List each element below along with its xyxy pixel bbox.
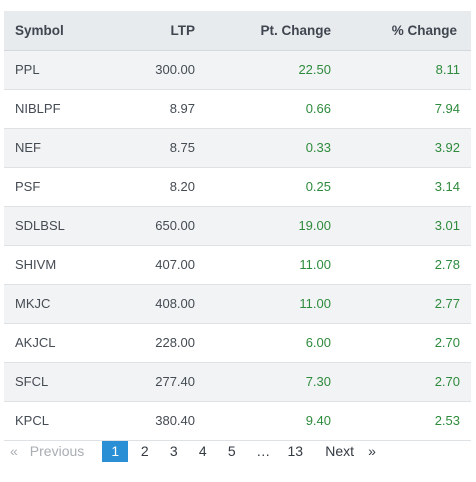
header-pt-change[interactable]: Pt. Change	[195, 11, 331, 51]
cell-symbol[interactable]: KPCL	[15, 413, 49, 428]
page-1-button[interactable]: 1	[102, 440, 129, 462]
cell-ltp: 407.00	[155, 257, 195, 272]
cell-pct-change: 2.78	[434, 257, 460, 272]
cell-ltp: 8.20	[169, 179, 195, 194]
cell-ltp: 8.97	[169, 101, 195, 116]
page-4-button[interactable]: 4	[198, 443, 207, 459]
cell-pt-change: 0.25	[305, 179, 331, 194]
header-symbol[interactable]: Symbol	[4, 11, 105, 51]
page-13-button[interactable]: 13	[287, 443, 304, 459]
table-body: PPL 300.00 22.50 8.11 NIBLPF 8.97 0.66 7.94 NEF 8…	[4, 50, 471, 440]
cell-pct-change: 2.77	[434, 296, 460, 311]
table-row[interactable]: SDLBSL 650.00 19.00 3.01	[4, 206, 471, 245]
table-row[interactable]: PSF 8.20 0.25 3.14	[4, 167, 471, 206]
cell-pt-change: 0.33	[305, 140, 331, 155]
cell-symbol[interactable]: SHIVM	[15, 257, 57, 272]
table-row[interactable]: SHIVM 407.00 11.00 2.78	[4, 245, 471, 284]
previous-button: « Previous	[10, 441, 84, 462]
header-ltp[interactable]: LTP	[105, 11, 195, 51]
gainers-table-container: Symbol LTP Pt. Change % Change PPL 300.00…	[4, 11, 471, 441]
cell-pt-change: 11.00	[299, 296, 331, 311]
cell-ltp: 8.75	[169, 140, 195, 155]
cell-symbol[interactable]: NEF	[15, 140, 41, 155]
cell-pct-change: 2.53	[434, 413, 460, 428]
next-arrow-icon: »	[368, 443, 376, 459]
cell-pt-change: 6.00	[305, 335, 331, 350]
cell-symbol[interactable]: SFCL	[15, 374, 49, 389]
cell-pt-change: 11.00	[299, 257, 331, 272]
cell-pt-change: 19.00	[298, 218, 331, 233]
cell-ltp: 300.00	[155, 62, 195, 77]
page-3-button[interactable]: 3	[169, 443, 178, 459]
cell-pct-change: 3.14	[434, 179, 460, 194]
cell-ltp: 650.00	[155, 218, 195, 233]
cell-ltp: 277.40	[155, 374, 195, 389]
previous-label: Previous	[29, 443, 85, 459]
header-pct-change[interactable]: % Change	[331, 11, 471, 51]
cell-pct-change: 3.01	[434, 218, 460, 233]
cell-pct-change: 2.70	[434, 374, 460, 389]
top-gainers-table: Symbol LTP Pt. Change % Change PPL 300.00…	[4, 11, 471, 441]
cell-symbol[interactable]: SDLBSL	[15, 218, 65, 233]
table-row[interactable]: SFCL 277.40 7.30 2.70	[4, 362, 471, 401]
cell-symbol[interactable]: NIBLPF	[15, 101, 61, 116]
table-row[interactable]: PPL 300.00 22.50 8.11	[4, 50, 471, 89]
cell-pt-change: 7.30	[305, 374, 331, 389]
pagination-ellipsis: …	[256, 443, 271, 459]
table-row[interactable]: NEF 8.75 0.33 3.92	[4, 128, 471, 167]
cell-pct-change: 2.70	[434, 335, 460, 350]
cell-pct-change: 7.94	[434, 101, 460, 116]
cell-symbol[interactable]: AKJCL	[15, 335, 56, 350]
cell-pt-change: 22.50	[298, 62, 331, 77]
prev-arrow-icon: «	[10, 443, 18, 459]
table-row[interactable]: KPCL 380.40 9.40 2.53	[4, 401, 471, 440]
page-5-button[interactable]: 5	[227, 443, 236, 459]
cell-pt-change: 9.40	[305, 413, 331, 428]
next-button[interactable]: Next »	[325, 441, 376, 462]
cell-ltp: 228.00	[155, 335, 195, 350]
page-2-button[interactable]: 2	[140, 443, 149, 459]
table-row[interactable]: NIBLPF 8.97 0.66 7.94	[4, 89, 471, 128]
cell-pct-change: 8.11	[435, 62, 460, 77]
table-row[interactable]: AKJCL 228.00 6.00 2.70	[4, 323, 471, 362]
cell-ltp: 380.40	[155, 413, 195, 428]
cell-symbol[interactable]: PSF	[15, 179, 41, 194]
cell-pt-change: 0.66	[305, 101, 331, 116]
table-header-row: Symbol LTP Pt. Change % Change	[4, 11, 471, 51]
table-row[interactable]: MKJC 408.00 11.00 2.77	[4, 284, 471, 323]
cell-symbol[interactable]: MKJC	[15, 296, 51, 311]
next-label: Next	[325, 443, 355, 459]
pagination: « Previous 1 2 3 4 5 … 13 Next »	[10, 440, 376, 462]
cell-ltp: 408.00	[155, 296, 195, 311]
cell-symbol[interactable]: PPL	[15, 62, 40, 77]
cell-pct-change: 3.92	[434, 140, 460, 155]
